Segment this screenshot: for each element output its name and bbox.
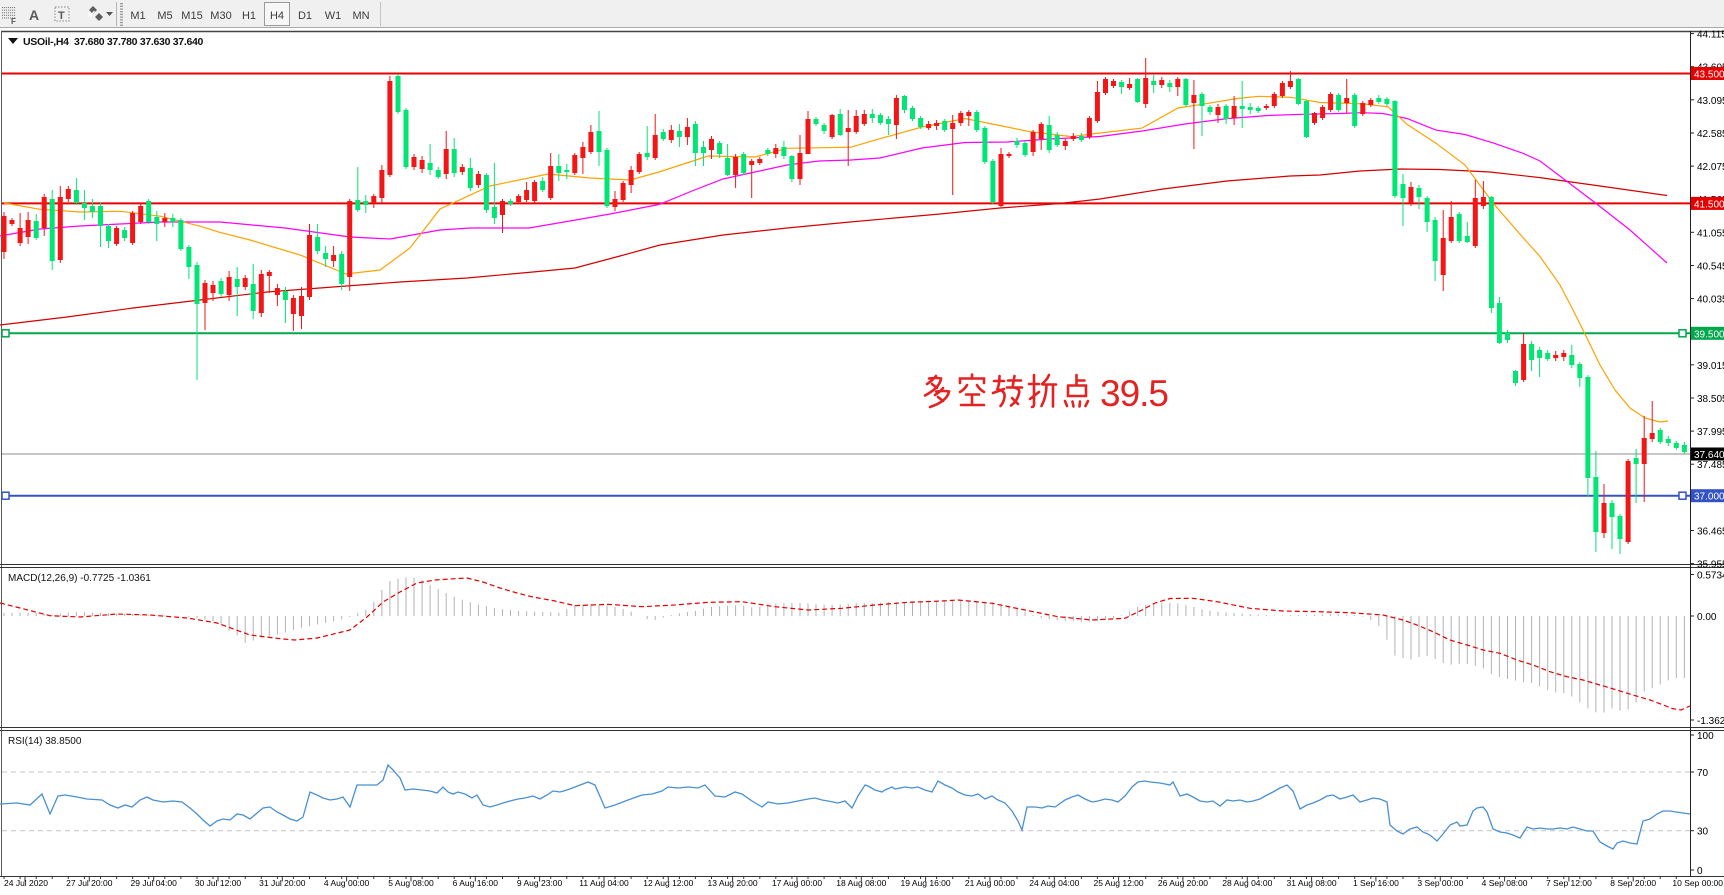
svg-text:41.500: 41.500 [1694, 199, 1724, 210]
svg-text:18 Aug 08:00: 18 Aug 08:00 [836, 878, 886, 888]
svg-text:M1: M1 [130, 10, 145, 22]
svg-text:17 Aug 00:00: 17 Aug 00:00 [772, 878, 822, 888]
svg-text:T: T [58, 10, 65, 22]
svg-text:-1.3628: -1.3628 [1697, 716, 1724, 727]
svg-text:43.500: 43.500 [1694, 70, 1724, 81]
svg-text:5 Aug 08:00: 5 Aug 08:00 [388, 878, 434, 888]
svg-text:28 Aug 04:00: 28 Aug 04:00 [1222, 878, 1272, 888]
svg-text:24 Jul 2020: 24 Jul 2020 [4, 878, 48, 888]
svg-text:39.015: 39.015 [1697, 361, 1724, 372]
svg-text:43.095: 43.095 [1697, 96, 1724, 107]
svg-text:37.640: 37.640 [1694, 450, 1724, 461]
svg-text:25 Aug 12:00: 25 Aug 12:00 [1094, 878, 1144, 888]
svg-text:41.055: 41.055 [1697, 228, 1724, 239]
svg-text:100: 100 [1697, 731, 1714, 742]
svg-text:F: F [11, 17, 16, 26]
svg-text:12 Aug 12:00: 12 Aug 12:00 [643, 878, 693, 888]
svg-text:40.545: 40.545 [1697, 262, 1724, 273]
svg-text:M5: M5 [157, 10, 172, 22]
svg-text:37.995: 37.995 [1697, 427, 1724, 438]
svg-text:RSI(14) 38.8500: RSI(14) 38.8500 [8, 736, 82, 747]
svg-text:31 Aug 08:00: 31 Aug 08:00 [1287, 878, 1337, 888]
svg-text:10 Sep 00:00: 10 Sep 00:00 [1672, 878, 1723, 888]
svg-text:39.5: 39.5 [1100, 373, 1168, 414]
svg-text:29 Jul 04:00: 29 Jul 04:00 [131, 878, 178, 888]
svg-text:38.505: 38.505 [1697, 394, 1724, 405]
svg-text:26 Aug 20:00: 26 Aug 20:00 [1158, 878, 1208, 888]
svg-text:39.500: 39.500 [1694, 329, 1724, 340]
svg-text:M30: M30 [210, 10, 231, 22]
svg-text:1 Sep 16:00: 1 Sep 16:00 [1353, 878, 1399, 888]
svg-text:27 Jul 20:00: 27 Jul 20:00 [66, 878, 113, 888]
svg-text:70: 70 [1697, 768, 1709, 779]
svg-text:MACD(12,26,9) -0.7725 -1.0361: MACD(12,26,9) -0.7725 -1.0361 [8, 573, 151, 584]
svg-text:21 Aug 00:00: 21 Aug 00:00 [965, 878, 1015, 888]
svg-text:MN: MN [352, 10, 369, 22]
svg-text:30 Jul 12:00: 30 Jul 12:00 [195, 878, 242, 888]
svg-text:4 Aug 00:00: 4 Aug 00:00 [324, 878, 370, 888]
svg-text:42.585: 42.585 [1697, 129, 1724, 140]
svg-text:0.00: 0.00 [1697, 612, 1717, 623]
svg-text:44.115: 44.115 [1697, 30, 1724, 41]
svg-text:D1: D1 [298, 10, 312, 22]
svg-text:3 Sep 00:00: 3 Sep 00:00 [1417, 878, 1463, 888]
svg-text:42.075: 42.075 [1697, 162, 1724, 173]
svg-text:19 Aug 16:00: 19 Aug 16:00 [901, 878, 951, 888]
svg-text:31 Jul 20:00: 31 Jul 20:00 [259, 878, 306, 888]
svg-text:6 Aug 16:00: 6 Aug 16:00 [453, 878, 499, 888]
svg-text:30: 30 [1697, 827, 1709, 838]
svg-text:37.000: 37.000 [1694, 492, 1724, 503]
svg-text:37.485: 37.485 [1697, 460, 1724, 471]
svg-text:9 Aug 23:00: 9 Aug 23:00 [517, 878, 563, 888]
svg-text:40.035: 40.035 [1697, 295, 1724, 306]
svg-text:M15: M15 [181, 10, 202, 22]
svg-text:24 Aug 04:00: 24 Aug 04:00 [1029, 878, 1079, 888]
svg-text:H1: H1 [242, 10, 256, 22]
svg-text:H4: H4 [270, 10, 284, 22]
svg-text:0.5734: 0.5734 [1697, 571, 1724, 582]
svg-text:A: A [29, 7, 39, 23]
svg-text:35.955: 35.955 [1697, 560, 1724, 571]
svg-text:4 Sep 08:00: 4 Sep 08:00 [1482, 878, 1528, 888]
svg-text:0: 0 [1697, 866, 1703, 877]
svg-text:36.465: 36.465 [1697, 527, 1724, 538]
svg-text:7 Sep 12:00: 7 Sep 12:00 [1546, 878, 1592, 888]
svg-text:11 Aug 04:00: 11 Aug 04:00 [579, 878, 629, 888]
svg-text:USOil-,H4 37.680 37.780 37.63: USOil-,H4 37.680 37.780 37.630 37.640 [23, 36, 204, 48]
svg-text:8 Sep 20:00: 8 Sep 20:00 [1610, 878, 1656, 888]
svg-text:13 Aug 20:00: 13 Aug 20:00 [708, 878, 758, 888]
svg-text:W1: W1 [325, 10, 342, 22]
